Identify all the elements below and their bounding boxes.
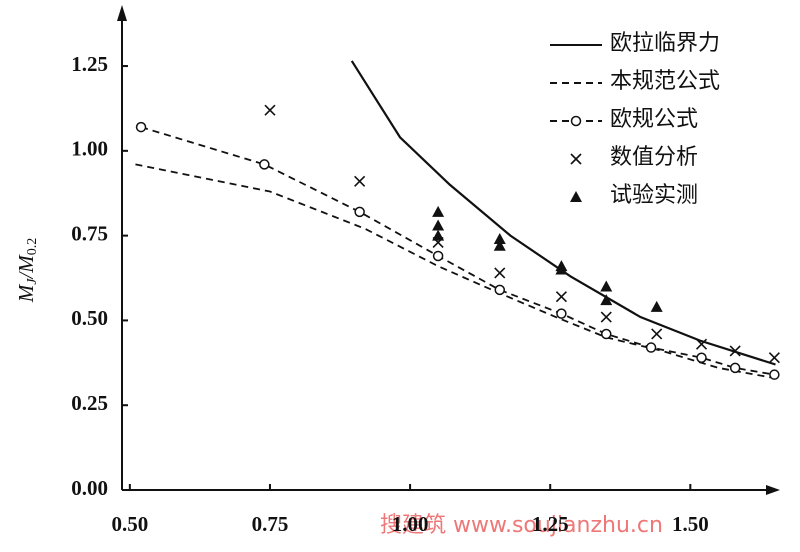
triangle-marker (600, 294, 613, 306)
circle-marker (135, 121, 147, 133)
x-marker (264, 104, 276, 116)
series-line (350, 60, 776, 366)
legend-label: 数值分析 (610, 144, 698, 169)
triangle-marker (432, 229, 445, 241)
x-tick-label: 1.25 (532, 512, 569, 536)
triangle-marker (432, 219, 445, 231)
triangle-marker (650, 300, 663, 312)
legend-marker (570, 115, 582, 127)
x-tick-label: 1.00 (392, 512, 429, 536)
x-marker (600, 311, 612, 323)
y-axis-arrow (117, 5, 127, 21)
y-label-part: 0.2 (25, 238, 40, 256)
triangle-marker (493, 239, 506, 251)
y-tick-label: 0.00 (71, 476, 108, 500)
circle-marker (645, 342, 657, 353)
circle-marker (354, 206, 365, 218)
x-marker (768, 352, 780, 364)
x-marker (729, 345, 741, 357)
x-marker (354, 175, 366, 187)
legend-marker (570, 191, 582, 202)
circle-marker (769, 369, 780, 380)
circle-marker (259, 159, 270, 170)
circle-marker (556, 308, 567, 319)
x-tick-label: 0.50 (111, 512, 148, 536)
series-line (135, 163, 775, 379)
legend-marker (570, 153, 582, 165)
x-marker (695, 338, 708, 350)
x-tick-label: 1.50 (672, 512, 709, 536)
y-label-part: /M (14, 254, 38, 280)
legend-label: 欧规公式 (610, 106, 698, 131)
circle-marker (432, 250, 444, 262)
y-tick-label: 0.50 (71, 306, 108, 330)
circle-marker (494, 284, 506, 296)
legend-label: 本规范公式 (610, 68, 720, 93)
y-axis-label: MJ/M0.2 (14, 238, 40, 304)
y-label-part: M (14, 283, 38, 303)
watermark: 搜建筑 www.soujianzhu.cn (380, 513, 663, 538)
x-marker (651, 328, 663, 340)
x-marker (555, 291, 567, 303)
triangle-marker (600, 280, 613, 292)
y-label-part: J (25, 278, 40, 285)
y-tick-label: 1.00 (71, 137, 108, 161)
circle-marker (729, 362, 741, 374)
circle-marker (696, 352, 707, 363)
circle-marker (601, 328, 612, 340)
y-tick-label: 0.75 (71, 221, 108, 245)
legend-label: 试验实测 (610, 182, 698, 207)
triangle-marker (493, 233, 506, 245)
legend-label: 欧拉临界力 (610, 30, 720, 55)
y-tick-label: 0.25 (71, 391, 108, 415)
x-tick-label: 0.75 (252, 512, 289, 536)
x-marker (494, 267, 506, 279)
y-tick-label: 1.25 (71, 52, 108, 76)
x-axis-arrow (766, 485, 780, 495)
triangle-marker (555, 263, 568, 275)
triangle-marker (432, 205, 445, 217)
